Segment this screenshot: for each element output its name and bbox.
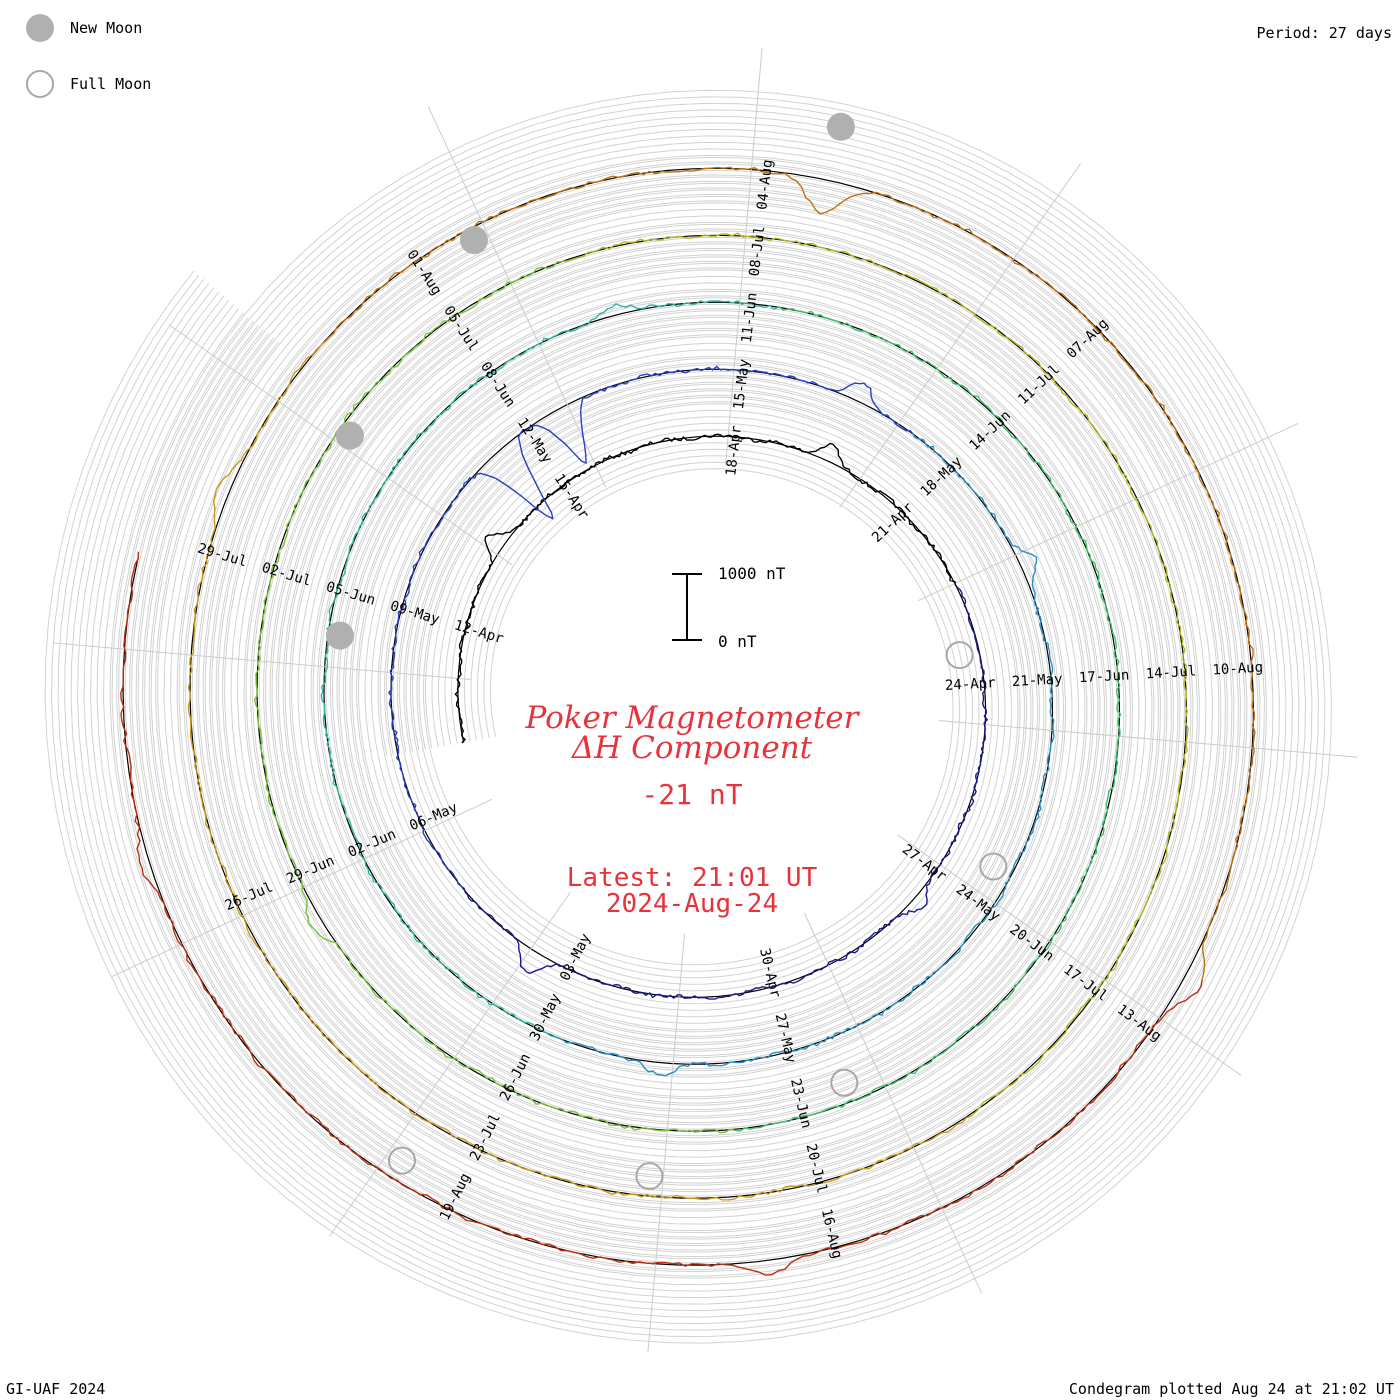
new-moon-marker <box>335 421 364 450</box>
radial-spoke <box>803 912 983 1294</box>
grid-spiral <box>83 128 1293 1305</box>
moon-markers <box>325 112 1008 1191</box>
radial-spoke <box>647 934 685 1353</box>
date-label: 16-Aug <box>818 1207 845 1260</box>
chart-title-line2: ΔH Component <box>571 730 813 766</box>
scale-bar-top-label: 1000 nT <box>718 564 786 583</box>
radial-spoke <box>839 163 1081 508</box>
date-label: 20-Jul <box>802 1142 829 1195</box>
date-label: 02-Jul <box>260 560 313 590</box>
new-moon-icon <box>26 14 54 42</box>
full-moon-marker <box>830 1068 859 1097</box>
grid-spiral <box>103 148 1274 1286</box>
footer-credit: GI-UAF 2024 <box>6 1380 106 1398</box>
legend-full-moon-label: Full Moon <box>70 75 152 93</box>
grid-spiral <box>77 122 1300 1312</box>
date-label: 15-May <box>731 358 753 410</box>
latest-date: 2024-Aug-24 <box>606 889 778 919</box>
trace-segment <box>454 433 958 744</box>
new-moon-marker <box>325 621 354 650</box>
date-label: 24-Apr <box>945 675 996 694</box>
radial-spoke <box>917 422 1299 602</box>
full-moon-marker <box>979 852 1008 881</box>
new-moon-marker <box>460 226 488 255</box>
date-label: 27-May <box>772 1012 799 1065</box>
current-value: -21 nT <box>641 778 742 811</box>
legend-new-moon: New Moon <box>26 14 142 42</box>
trace-segment <box>187 340 972 1201</box>
date-label: 09-May <box>388 598 441 628</box>
grid-spiral <box>142 187 1235 1247</box>
footer-plotted: Condegram plotted Aug 24 at 21:02 UT <box>1068 1380 1394 1398</box>
trace-segment <box>554 433 1055 1077</box>
trace-segment <box>320 299 775 1038</box>
date-label: 17-Jun <box>1078 667 1129 686</box>
grid-spiral <box>96 141 1280 1292</box>
new-moon-marker <box>826 112 855 141</box>
full-moon-icon <box>26 70 54 98</box>
trace-segment <box>324 166 1256 980</box>
radial-spoke <box>897 834 1242 1076</box>
trace-layer <box>120 166 1256 1276</box>
grid-spiral <box>148 193 1228 1240</box>
latest-time: Latest: 21:01 UT <box>567 863 818 893</box>
scale-bar-bottom-label: 0 nT <box>718 632 757 651</box>
date-label: 04-Aug <box>754 159 776 211</box>
radial-spoke <box>939 720 1358 758</box>
radial-spoke <box>427 106 607 488</box>
date-label: 11-Jun <box>739 292 761 344</box>
full-moon-marker <box>945 641 974 670</box>
date-label: 18-Apr <box>723 425 745 477</box>
grid-spiral <box>129 174 1248 1260</box>
legend-new-moon-label: New Moon <box>70 19 143 37</box>
trace-segment <box>388 365 914 889</box>
grid-spiral <box>90 135 1287 1299</box>
trace-segment <box>463 587 989 1000</box>
grid-spiral <box>135 180 1241 1253</box>
date-label: 10-Aug <box>1212 660 1263 679</box>
trace-segment <box>253 260 736 1134</box>
legend-full-moon: Full Moon <box>26 70 151 98</box>
trace-segment <box>735 305 1122 1132</box>
radial-spoke <box>52 642 471 680</box>
period-label: Period: 27 days <box>1256 24 1392 42</box>
grid-spiral <box>109 154 1267 1279</box>
grid-spiral <box>155 200 1222 1234</box>
grid-spiral <box>51 96 1326 1338</box>
date-label: 30-Apr <box>756 947 783 1000</box>
date-label: 23-Jun <box>787 1077 814 1130</box>
date-label: 08-Jul <box>747 225 769 277</box>
radial-spoke <box>329 892 571 1237</box>
trace-segment <box>562 232 1189 1117</box>
trace-segment <box>120 551 1203 1276</box>
full-moon-marker <box>635 1162 664 1191</box>
full-moon-marker <box>388 1146 416 1175</box>
grid-spiral <box>116 161 1261 1273</box>
grid-spiral <box>64 109 1313 1325</box>
chart-title-line1: Poker Magnetometer <box>525 700 861 736</box>
date-label: 21-May <box>1011 671 1062 690</box>
scale-bar: 1000 nT 0 nT <box>672 564 786 651</box>
radial-spoke <box>725 47 763 466</box>
grid-spiral <box>44 89 1332 1344</box>
date-label: 14-Jul <box>1145 663 1196 682</box>
grid-spiral <box>70 115 1306 1318</box>
